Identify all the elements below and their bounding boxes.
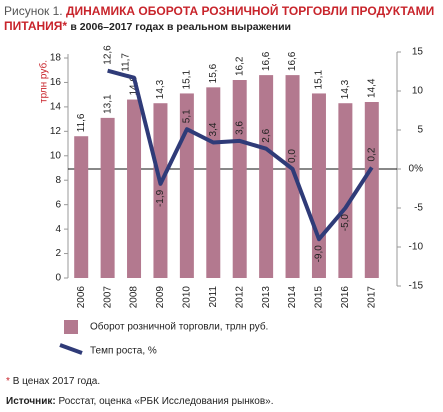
x-tick-label: 2011 [208, 286, 219, 308]
y-tick-label: 18 [50, 53, 62, 64]
x-tick-label: 2017 [366, 286, 377, 309]
bar [364, 102, 379, 278]
y-tick-label: 10 [50, 150, 62, 161]
x-tick-label: 2013 [261, 286, 272, 309]
bar-value-label: 16,6 [287, 51, 298, 71]
y2-tick-label: -5 [414, 203, 423, 214]
y-tick-label: 14 [50, 102, 62, 113]
bar-value-label: 11,6 [76, 113, 87, 132]
y-tick-label: 16 [50, 77, 62, 88]
line-value-label: -5,0 [340, 214, 351, 232]
y2-tick-label: 10 [412, 86, 424, 97]
x-tick-label: 2006 [76, 286, 87, 309]
x-tick-label: 2010 [182, 286, 193, 309]
bar [127, 99, 142, 278]
y-tick-label: 12 [50, 126, 62, 137]
line-value-label: 11,7 [121, 53, 132, 72]
y2-tick-label: 0% [409, 164, 424, 175]
x-tick-label: 2008 [129, 286, 140, 309]
y2-tick-label: -10 [409, 242, 424, 253]
bar-value-label: 15,1 [182, 70, 193, 90]
line-value-label: 3,4 [208, 122, 219, 136]
legend-swatch [64, 320, 78, 334]
y-tick-label: 0 [55, 273, 61, 284]
y2-tick-label: 5 [417, 125, 423, 136]
line-value-label: 12,6 [102, 45, 113, 65]
line-value-label: 3,6 [234, 121, 245, 135]
legend-label: Оборот розничной торговли, трлн руб. [90, 321, 268, 333]
x-tick-label: 2016 [340, 286, 351, 309]
x-tick-label: 2007 [102, 286, 113, 309]
x-tick-label: 2014 [287, 286, 298, 309]
source-label: Источник: [6, 396, 56, 407]
legend-label: Темп роста, % [90, 346, 157, 357]
y-tick-label: 8 [55, 175, 61, 186]
bar-value-label: 14,3 [340, 79, 351, 99]
bar [74, 136, 89, 278]
bar [259, 75, 274, 278]
x-tick-label: 2012 [234, 286, 245, 309]
line [107, 68, 374, 242]
chart-title: ДИНАМИКА ОБОРОТА РОЗНИЧНОЙ ТОРГОВЛИ ПРОД… [4, 4, 435, 33]
footer: * В ценах 2017 года. Источник: Росстат, … [6, 372, 274, 412]
x-tick-label: 2015 [314, 286, 325, 309]
bar [285, 75, 300, 278]
y2-tick-label: -15 [409, 281, 424, 292]
line-value-label: 0,2 [366, 147, 377, 161]
footnote-text: В ценах 2017 года. [12, 376, 101, 387]
line-value-label: -9,0 [314, 245, 325, 263]
bar [338, 103, 353, 278]
subtitle: в 2006–2017 годах в реальном выражении [70, 21, 292, 33]
line-value-label: 5,1 [182, 109, 193, 123]
bar [206, 87, 221, 278]
y-tick-label: 2 [55, 248, 61, 259]
bar-value-label: 14,4 [366, 78, 377, 98]
bar-value-label: 15,6 [208, 63, 219, 83]
bar-value-label: 15,1 [314, 70, 325, 90]
line-value-label: -1,9 [155, 189, 166, 207]
x-tick-label: 2009 [155, 286, 166, 309]
title-mark: * [62, 19, 68, 33]
bar-value-label: 14,3 [155, 79, 166, 99]
bar-value-label: 16,6 [261, 51, 272, 71]
y-tick-label: 6 [55, 199, 61, 210]
bar-value-label: 16,2 [234, 56, 245, 76]
line-value-label: 0,0 [287, 149, 298, 163]
footnote: * В ценах 2017 года. [6, 372, 274, 392]
y2-tick-label: 15 [412, 47, 424, 58]
y-axis-label: трлн руб. [38, 60, 50, 103]
y-tick-label: 4 [55, 224, 61, 235]
legend-swatch [59, 343, 83, 355]
source: Источник: Росстат, оценка «РБК Исследова… [6, 392, 274, 412]
bar [232, 80, 247, 278]
line-value-label: 2,6 [261, 128, 272, 142]
figure-label: Рисунок 1. [4, 4, 63, 18]
bar [100, 117, 115, 278]
header: Рисунок 1. ДИНАМИКА ОБОРОТА РОЗНИЧНОЙ ТО… [4, 4, 440, 35]
source-text: Росстат, оценка «РБК Исследования рынков… [58, 396, 274, 407]
bar [153, 103, 168, 278]
footnote-mark: * [6, 376, 10, 387]
bar-value-label: 13,1 [102, 94, 113, 114]
